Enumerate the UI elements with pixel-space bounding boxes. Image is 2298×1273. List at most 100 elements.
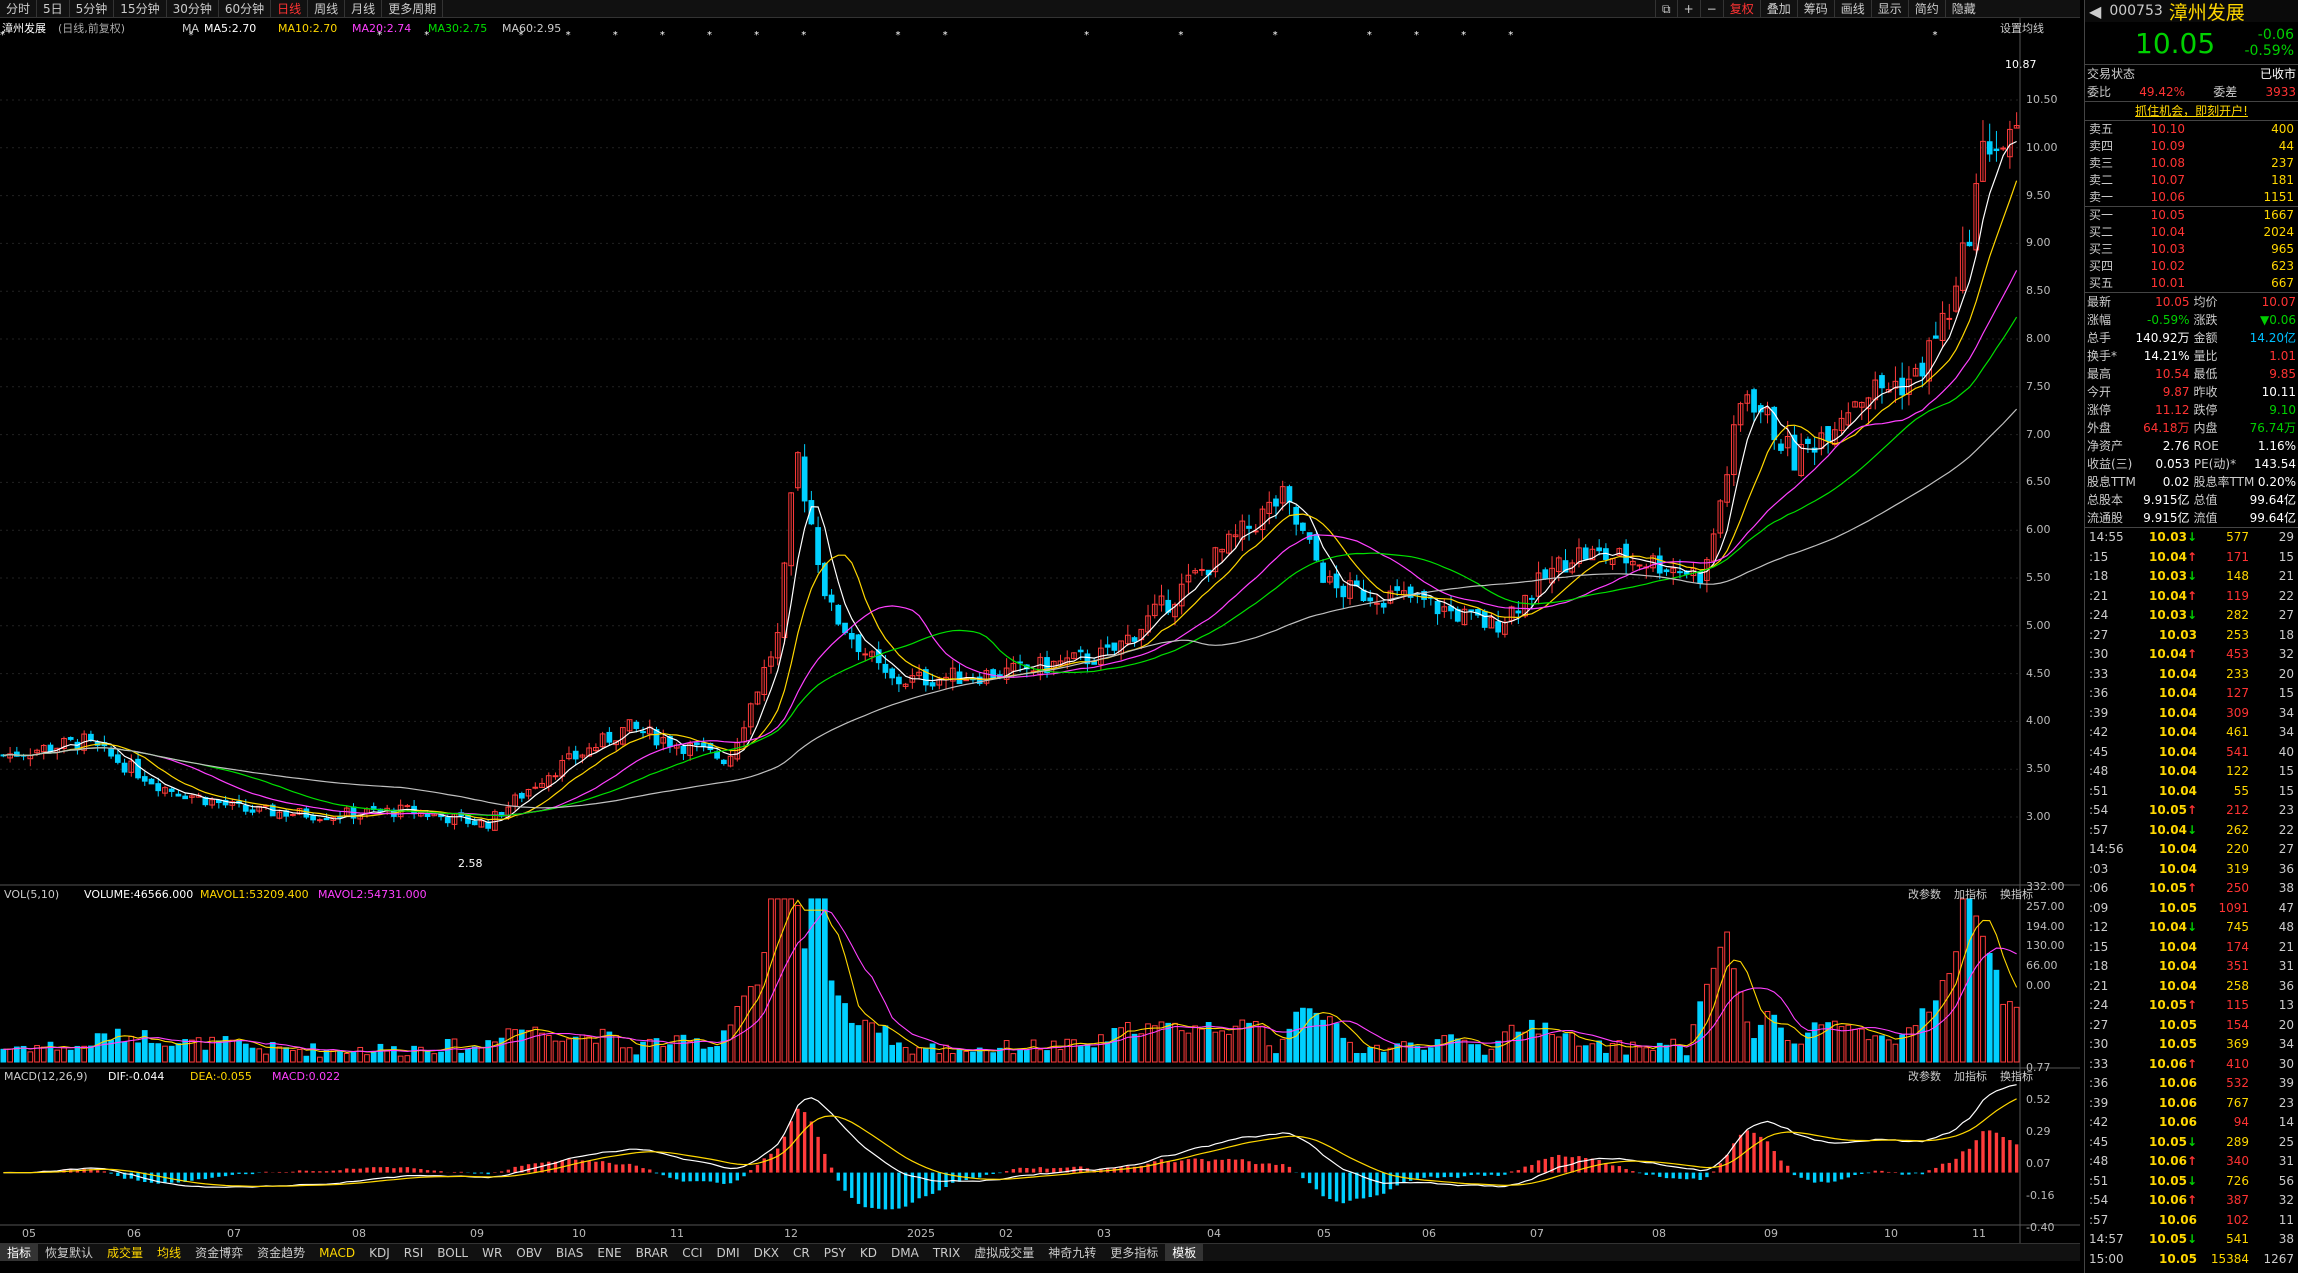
indicator-tab-1[interactable]: 恢复默认 xyxy=(45,1246,94,1260)
indicator-tab-9[interactable]: BOLL xyxy=(437,1246,469,1260)
indicator-tab-12[interactable]: BIAS xyxy=(555,1246,584,1260)
indicator-tab-19[interactable]: PSY xyxy=(823,1246,846,1260)
book-row: 卖三 10.08 237 xyxy=(2085,155,2298,172)
vol-volume: VOLUME:46566.000 xyxy=(84,888,194,901)
tick-time: :36 xyxy=(2089,686,2109,700)
tick-time: :15 xyxy=(2089,939,2109,954)
volume-bar xyxy=(646,1038,653,1063)
tick-time: :45 xyxy=(2089,744,2109,759)
open-account-link[interactable]: 抓住机会，即刻开户! xyxy=(2135,104,2248,118)
volume-bar xyxy=(1751,1038,1757,1063)
tick-price: 10.05↓ xyxy=(2133,1172,2197,1192)
date-tick: 09 xyxy=(1764,1227,1778,1240)
indicator-tab-14[interactable]: BRAR xyxy=(635,1246,669,1260)
macd-add-indicator[interactable]: 加指标 xyxy=(1954,1070,1987,1083)
tick-row: 14:57 10.05↓ 541 38 xyxy=(2085,1230,2298,1250)
volume-bar xyxy=(875,1032,882,1063)
volume-bar xyxy=(7,1048,13,1063)
period-tab-3[interactable]: 15分钟 xyxy=(114,0,167,17)
ma30-label: MA30:2.75 xyxy=(428,22,488,35)
indicator-tab-8[interactable]: RSI xyxy=(403,1246,424,1260)
volume-bar xyxy=(1771,1014,1778,1063)
indicator-tab-13[interactable]: ENE xyxy=(597,1246,622,1260)
tick-count: 31 xyxy=(2278,959,2294,973)
vol-add-indicator[interactable]: 加指标 xyxy=(1954,888,1987,901)
indicator-tab-20[interactable]: KD xyxy=(859,1246,877,1260)
indicator-tab-4[interactable]: 资金博弈 xyxy=(195,1246,244,1260)
indicator-tab-7[interactable]: KDJ xyxy=(369,1246,390,1260)
period-tab-1[interactable]: 5日 xyxy=(37,0,70,17)
vol-edit-params[interactable]: 改参数 xyxy=(1908,888,1941,901)
plus-icon[interactable]: + xyxy=(1676,0,1700,18)
macd-edit-params[interactable]: 改参数 xyxy=(1908,1070,1941,1083)
volume-bar xyxy=(1158,1021,1165,1063)
toolbar-btn-5[interactable]: 简约 xyxy=(1907,0,1945,18)
indicator-tab-24[interactable]: 神奇九转 xyxy=(1048,1246,1097,1260)
period-tab-9[interactable]: 更多周期 xyxy=(382,0,444,17)
period-tab-8[interactable]: 月线 xyxy=(345,0,383,17)
copy-icon[interactable]: ⧉ xyxy=(1655,0,1677,18)
event-star: * xyxy=(1461,30,1466,41)
tick-time: 14:56 xyxy=(2089,842,2124,856)
volume-bar xyxy=(1225,1033,1232,1063)
stat-value: 99.64亿 xyxy=(2249,493,2296,507)
period-tab-4[interactable]: 30分钟 xyxy=(167,0,219,17)
back-arrow-icon[interactable]: ◀ xyxy=(2089,1,2102,21)
indicator-tab-25[interactable]: 更多指标 xyxy=(1110,1246,1159,1260)
period-tab-5[interactable]: 60分钟 xyxy=(219,0,272,17)
indicator-tab-23[interactable]: 虚拟成交量 xyxy=(974,1246,1035,1260)
volume-bar xyxy=(364,1054,370,1063)
vol-mavol2: MAVOL2:54731.000 xyxy=(318,888,427,901)
minus-icon[interactable]: − xyxy=(1699,0,1723,18)
indicator-tab-0[interactable]: 指标 xyxy=(0,1244,39,1261)
tick-volume: 387 xyxy=(2226,1193,2249,1207)
indicator-tab-22[interactable]: TRIX xyxy=(932,1246,961,1260)
volume-bar xyxy=(1831,1020,1838,1063)
indicator-tab-11[interactable]: OBV xyxy=(516,1246,542,1260)
toolbar-btn-1[interactable]: 叠加 xyxy=(1759,0,1797,18)
tick-price: 10.04 xyxy=(2133,782,2197,802)
toolbar-btn-3[interactable]: 画线 xyxy=(1833,0,1871,18)
volume-bar xyxy=(1421,1049,1427,1063)
indicator-tab-3[interactable]: 均线 xyxy=(157,1246,182,1260)
toolbar-btn-6[interactable]: 隐藏 xyxy=(1944,0,1982,18)
period-tab-0[interactable]: 分时 xyxy=(0,0,38,17)
candle-body xyxy=(310,815,316,821)
stock-name: 漳州发展 xyxy=(2168,1,2245,24)
period-tab-2[interactable]: 5分钟 xyxy=(70,0,115,17)
toolbar-btn-0[interactable]: 复权 xyxy=(1722,0,1760,18)
candle-body xyxy=(1751,389,1757,413)
candle-body xyxy=(929,682,936,687)
stat-key: 收益(三) xyxy=(2087,457,2133,471)
indicator-tab-21[interactable]: DMA xyxy=(891,1246,919,1260)
volume-bar xyxy=(1037,1049,1044,1063)
volume-bar xyxy=(101,1033,108,1063)
indicator-tab-17[interactable]: DKX xyxy=(753,1246,779,1260)
tick-volume: 319 xyxy=(2226,861,2249,876)
kline-chart[interactable]: * * * * * * * * * * * * * * * * * * * * * xyxy=(0,18,2080,1243)
indicator-tab-16[interactable]: DMI xyxy=(716,1246,740,1260)
tick-count: 27 xyxy=(2278,608,2294,622)
indicator-tab-5[interactable]: 资金趋势 xyxy=(257,1246,306,1260)
event-star: * xyxy=(566,30,571,41)
indicator-tab-18[interactable]: CR xyxy=(792,1246,810,1260)
volume-bar xyxy=(377,1043,384,1063)
stat-value: 9.87 xyxy=(2162,385,2190,399)
indicator-tab-6[interactable]: MACD xyxy=(319,1246,356,1260)
ma-settings-button[interactable]: 设置均线 xyxy=(2000,22,2044,35)
tick-arrow-icon: ↓ xyxy=(2186,569,2197,583)
indicator-tab-10[interactable]: WR xyxy=(482,1246,503,1260)
tick-price-value: 10.04 xyxy=(2159,861,2197,876)
toolbar-btn-2[interactable]: 筹码 xyxy=(1796,0,1834,18)
indicator-tab-15[interactable]: CCI xyxy=(682,1246,703,1260)
volume-bar xyxy=(168,1045,175,1063)
vol-switch-indicator[interactable]: 换指标 xyxy=(2000,888,2033,901)
candle-body xyxy=(1246,525,1252,529)
tick-count: 47 xyxy=(2278,900,2294,915)
period-tab-7[interactable]: 周线 xyxy=(308,0,346,17)
macd-switch-indicator[interactable]: 换指标 xyxy=(2000,1070,2033,1083)
toolbar-btn-4[interactable]: 显示 xyxy=(1870,0,1908,18)
indicator-tab-26[interactable]: 模板 xyxy=(1165,1244,1204,1261)
indicator-tab-2[interactable]: 成交量 xyxy=(107,1246,144,1260)
period-tab-6[interactable]: 日线 xyxy=(271,0,309,17)
